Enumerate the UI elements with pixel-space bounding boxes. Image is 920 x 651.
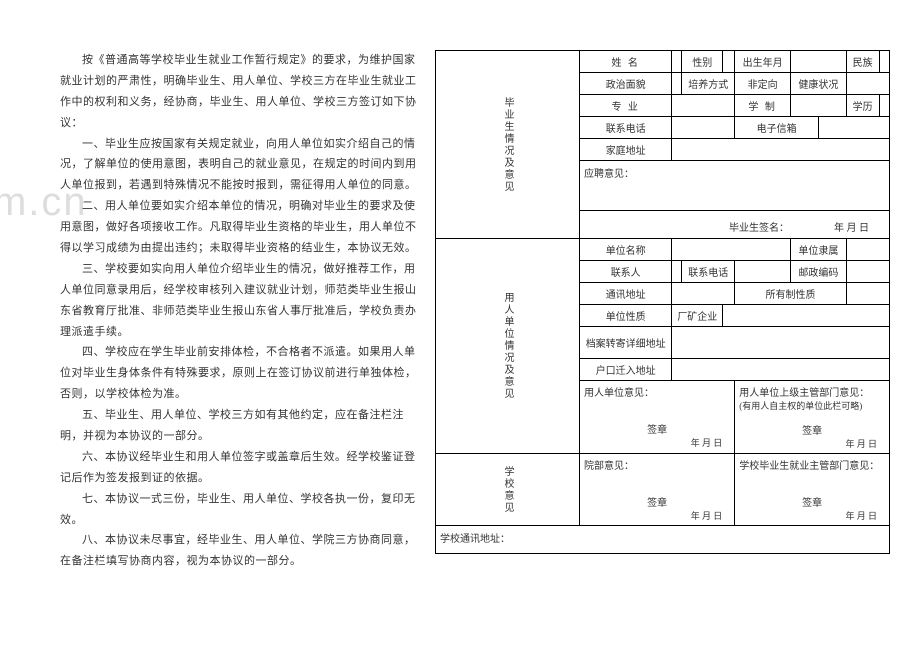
lbl-date1: 年 月 日	[584, 436, 730, 449]
lbl-gender: 性别	[682, 51, 723, 73]
val-nondirect: 非定向	[735, 73, 791, 95]
lbl-dept-opinion: 院部意见：	[584, 461, 634, 472]
lbl-birth: 出生年月	[735, 51, 791, 73]
dept-opinion: 院部意见： 签章 年 月 日	[580, 454, 735, 526]
val-email	[818, 117, 889, 139]
school-opinion: 学校毕业生就业主管部门意见： 签章 年 月 日	[735, 454, 890, 526]
lbl-unitname: 单位名称	[580, 239, 672, 261]
val-major	[672, 95, 735, 117]
lbl-affiliation: 单位隶属	[791, 239, 847, 261]
val-unitname	[672, 239, 791, 261]
val-degree	[879, 95, 889, 117]
lbl-unitaddr: 通讯地址	[580, 283, 672, 305]
para-1: 一、毕业生应按国家有关规定就业，向用人单位如实介绍自己的情况，了解单位的使用意图…	[60, 134, 420, 197]
val-birth	[791, 51, 847, 73]
val-system	[791, 95, 847, 117]
lbl-unitphone: 联系电话	[682, 261, 735, 283]
val-postcode	[846, 261, 889, 283]
val-archive	[672, 327, 890, 359]
lbl-ownership: 所有制性质	[735, 283, 846, 305]
lbl-unitnature: 单位性质	[580, 305, 672, 327]
vlabel-employer: 用人单位情况及意见	[436, 239, 580, 454]
lbl-school-addr: 学校通讯地址：	[436, 526, 890, 554]
lbl-seal1: 签章	[584, 399, 730, 436]
lbl-grad-date: 年 月 日	[834, 223, 869, 234]
lbl-date3: 年 月 日	[584, 509, 730, 522]
lbl-seal4: 签章	[739, 472, 885, 509]
lbl-archive: 档案转寄详细地址	[580, 327, 672, 359]
lbl-hukou: 户口迁入地址	[580, 359, 672, 381]
para-2: 二、用人单位要如实介绍本单位的情况，明确对毕业生的要求及使用意图，做好各项接收工…	[60, 196, 420, 259]
lbl-emp-opinion1: 用人单位意见：	[584, 388, 654, 399]
lbl-train: 培养方式	[682, 73, 735, 95]
lbl-name: 姓 名	[580, 51, 672, 73]
para-3: 三、学校要如实向用人单位介绍毕业生的情况，做好推荐工作，用人单位同意录用后，经学…	[60, 259, 420, 343]
para-4: 四、学校应在学生毕业前安排体检，不合格者不派遣。如果用人单位对毕业生身体条件有特…	[60, 342, 420, 405]
lbl-school-opinion: 学校毕业生就业主管部门意见：	[739, 461, 879, 472]
lbl-health: 健康状况	[791, 73, 847, 95]
lbl-polit: 政治面貌	[580, 73, 672, 95]
lbl-major: 专 业	[580, 95, 672, 117]
para-7: 七、本协议一式三份，毕业生、用人单位、学校各执一份，复印无效。	[60, 489, 420, 531]
lbl-system: 学 制	[735, 95, 791, 117]
lbl-email: 电子信箱	[735, 117, 819, 139]
val-ownership	[846, 283, 889, 305]
val-hukou	[672, 359, 890, 381]
opinion-apply: 应聘意见：	[580, 161, 890, 211]
vlabel-graduate: 毕业生情况及意见	[436, 51, 580, 239]
lbl-date4: 年 月 日	[739, 509, 885, 522]
lbl-date2: 年 月 日	[739, 437, 885, 450]
lbl-postcode: 邮政编码	[791, 261, 847, 283]
agreement-text: 按《普通高等学校毕业生就业工作暂行规定》的要求，为维护国家就业计划的严肃性，明确…	[60, 50, 435, 621]
para-intro: 按《普通高等学校毕业生就业工作暂行规定》的要求，为维护国家就业计划的严肃性，明确…	[60, 50, 420, 134]
val-affiliation	[846, 239, 889, 261]
val-contact	[672, 261, 682, 283]
lbl-note: (有用人自主权的单位此栏可略)	[739, 401, 862, 411]
lbl-grad-sign: 毕业生签名：	[729, 223, 789, 234]
val-name	[672, 51, 682, 73]
val-mining: 厂矿企业	[672, 305, 723, 327]
val-unitphone	[735, 261, 791, 283]
lbl-phone: 联系电话	[580, 117, 672, 139]
lbl-degree: 学历	[846, 95, 879, 117]
form-table: 毕业生情况及意见 姓 名 性别 出生年月 民族 政治面貌 培养方式 非定向 健康…	[435, 50, 890, 621]
val-home	[672, 139, 890, 161]
val-health	[846, 73, 889, 95]
para-6: 六、本协议经毕业生和用人单位签字或盖章后生效。经学校鉴证登记后作为签发报到证的依…	[60, 447, 420, 489]
val-polit	[672, 73, 682, 95]
lbl-home: 家庭地址	[580, 139, 672, 161]
para-5: 五、毕业生、用人单位、学校三方如有其他约定，应在备注栏注明，并视为本协议的一部分…	[60, 405, 420, 447]
lbl-seal3: 签章	[584, 472, 730, 509]
val-nation	[879, 51, 889, 73]
lbl-emp-opinion2: 用人单位上级主管部门意见：	[739, 388, 869, 399]
lbl-nation: 民族	[846, 51, 879, 73]
supervisor-opinion: 用人单位上级主管部门意见： (有用人自主权的单位此栏可略) 签章 年 月 日	[735, 381, 890, 454]
para-8: 八、本协议未尽事宜，经毕业生、用人单位、学院三方协商同意，在备注栏填写协商内容，…	[60, 530, 420, 572]
lbl-seal2: 签章	[739, 412, 885, 437]
lbl-contact: 联系人	[580, 261, 672, 283]
grad-sign-line: 毕业生签名： 年 月 日	[580, 211, 890, 239]
val-unitnature	[723, 305, 890, 327]
val-gender	[723, 51, 735, 73]
val-phone	[672, 117, 735, 139]
employer-opinion: 用人单位意见： 签章 年 月 日	[580, 381, 735, 454]
vlabel-school: 学校意见	[436, 454, 580, 526]
val-unitaddr	[672, 283, 735, 305]
